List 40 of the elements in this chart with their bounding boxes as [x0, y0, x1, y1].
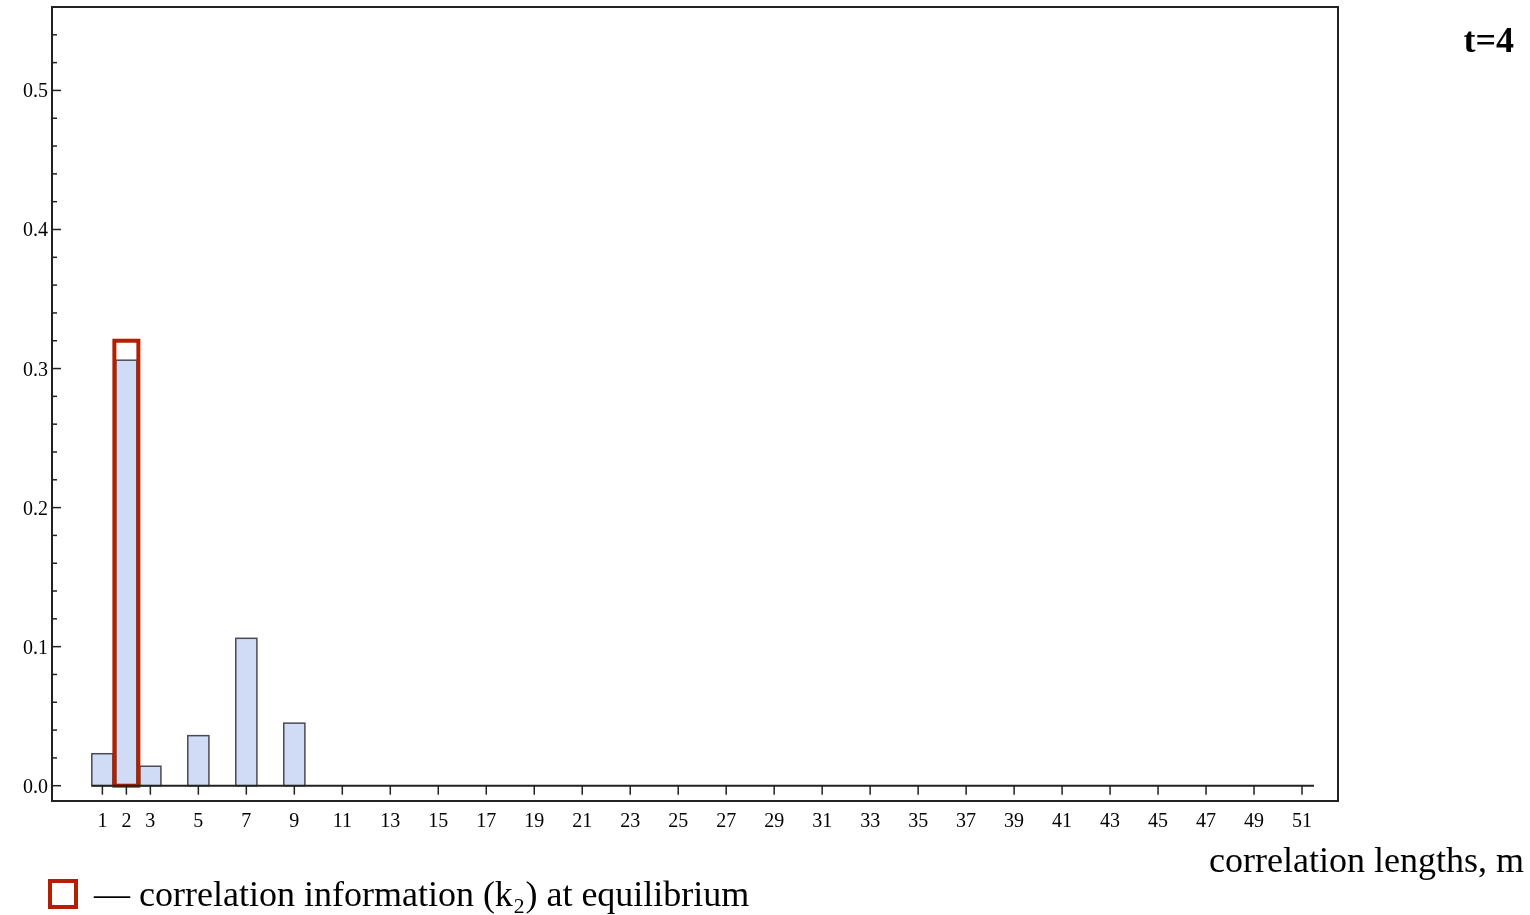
x-tick-label: 41 — [1052, 809, 1073, 831]
x-axis-title: correlation lengths, m — [1209, 840, 1524, 880]
x-tick-label: 13 — [380, 809, 401, 831]
x-tick-label: 25 — [668, 809, 689, 831]
x-tick-label: 43 — [1100, 809, 1121, 831]
y-tick-label: 0.1 — [23, 635, 48, 658]
x-tick-label: 49 — [1244, 809, 1265, 831]
y-tick-label: 0.2 — [23, 496, 48, 519]
x-tick-label: 47 — [1196, 809, 1217, 831]
y-tick-label: 0.0 — [23, 774, 48, 797]
bar — [187, 734, 210, 787]
x-tick-label: 33 — [860, 809, 881, 831]
legend-label: — correlation information (k₂) at equilibrium — [93, 874, 750, 914]
x-tick-label: 15 — [428, 809, 449, 831]
x-tick-label: 51 — [1292, 809, 1313, 831]
x-tick-label: 11 — [332, 809, 352, 831]
x-tick-label: 21 — [572, 809, 593, 831]
x-tick-label: 23 — [620, 809, 641, 831]
x-tick-label: 17 — [476, 809, 497, 831]
bar — [235, 637, 258, 787]
x-tick-label: 39 — [1004, 809, 1025, 831]
text: t=4 — [1463, 20, 1514, 60]
x-tick-label: 45 — [1148, 809, 1169, 831]
x-tick-label: 3 — [145, 809, 156, 831]
x-tick-label: 19 — [524, 809, 545, 831]
y-tick-label: 0.5 — [23, 79, 48, 102]
bar — [283, 722, 306, 787]
x-tick-label: 7 — [241, 809, 252, 831]
x-tick-label: 31 — [812, 809, 833, 831]
bar — [139, 765, 162, 787]
x-tick-label: 29 — [764, 809, 785, 831]
x-tick-label: 35 — [908, 809, 929, 831]
x-tick-label: 37 — [956, 809, 977, 831]
y-tick-label: 0.4 — [23, 218, 48, 241]
x-tick-label: 9 — [289, 809, 300, 831]
x-tick-label: 5 — [193, 809, 204, 831]
x-tick-label: 27 — [716, 809, 737, 831]
x-tick-label: 2 — [121, 809, 132, 831]
x-tick-label: 1 — [97, 809, 108, 831]
y-tick-label: 0.3 — [23, 357, 48, 380]
